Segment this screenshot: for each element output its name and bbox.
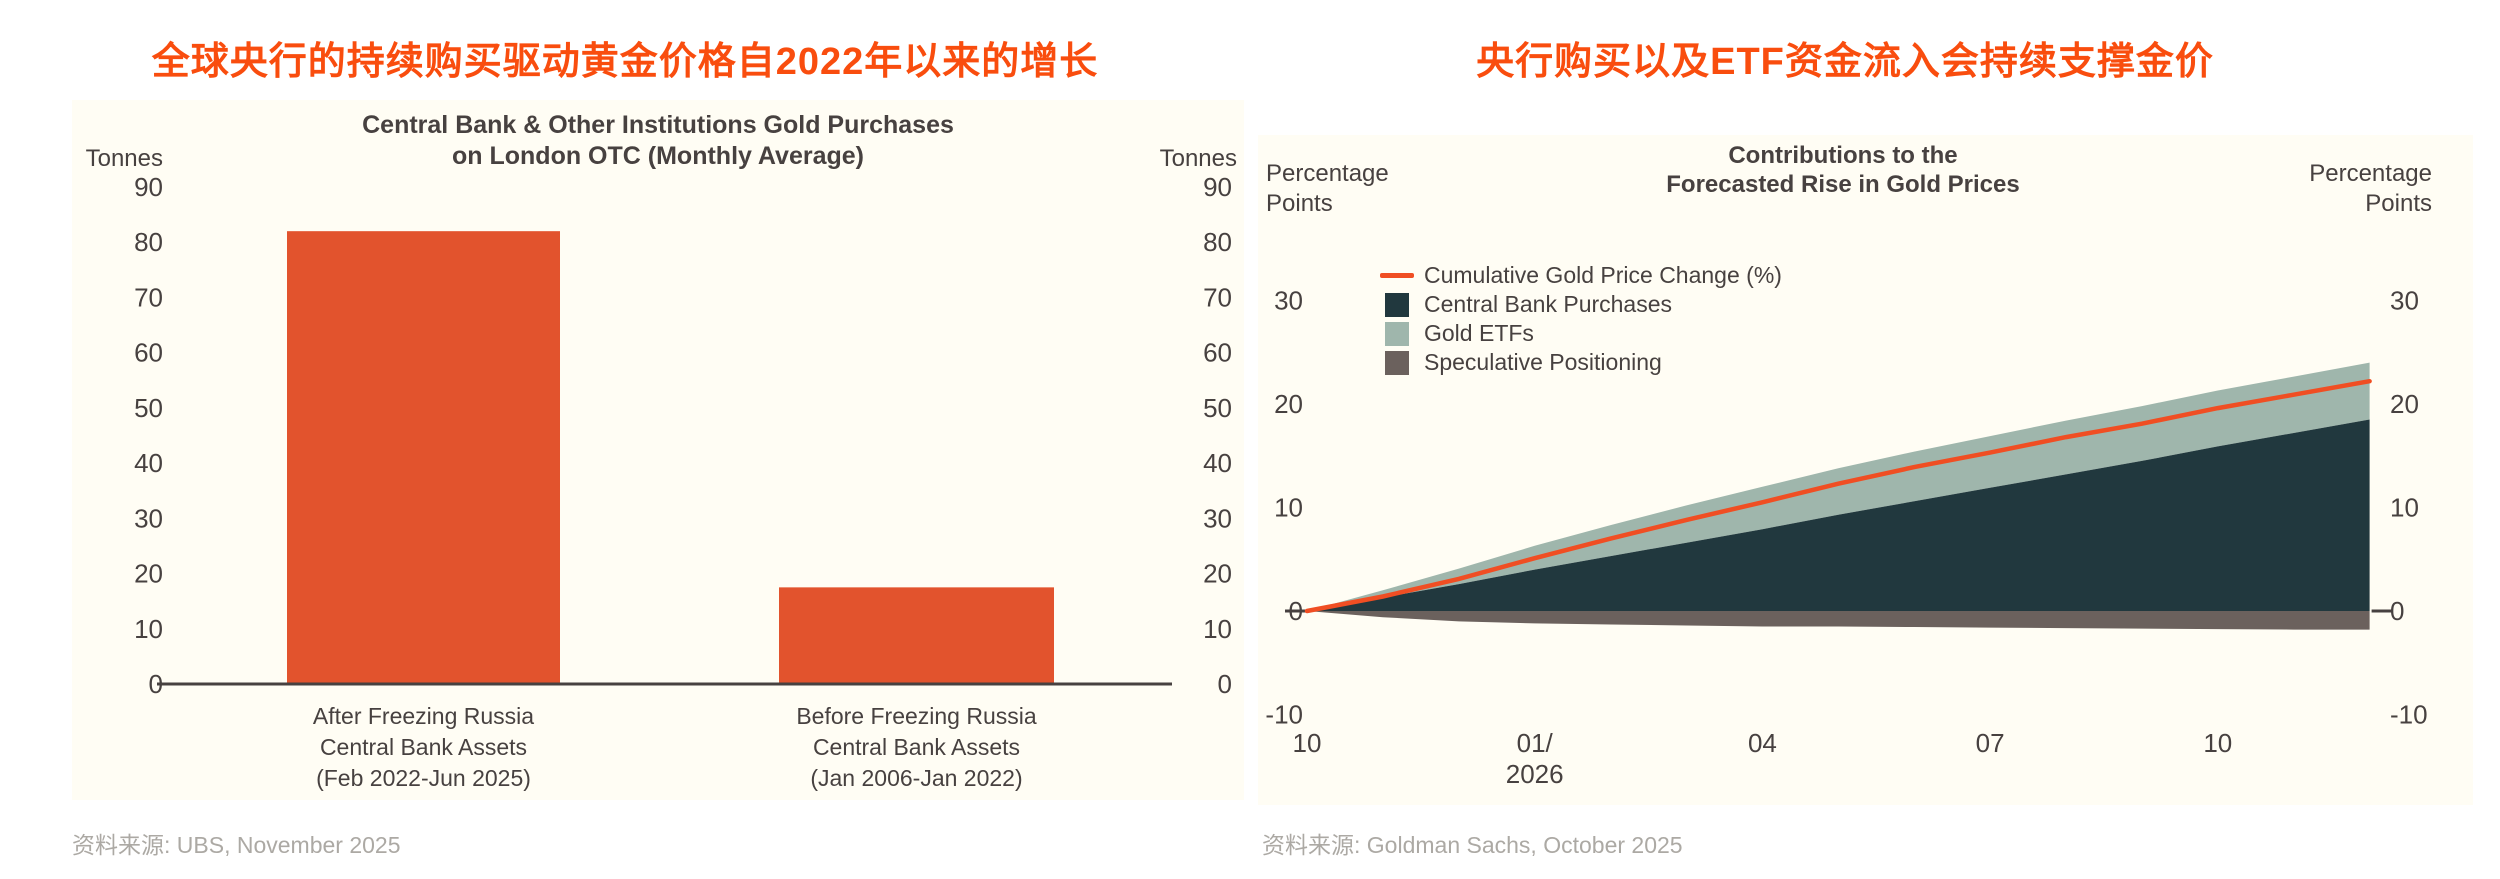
area-chart-panel: 30 30 20 20 10 10 0 0 -10 -10 10 01/2026 04 07 10 Cont…	[1258, 135, 2473, 805]
y-tick-label-right: 70	[1203, 282, 1232, 312]
y-tick-label-left: 90	[134, 172, 163, 202]
bar-chart-panel: Central Bank & Other Institutions Gold P…	[72, 100, 1244, 800]
y-axis-unit-left: Tonnes	[86, 145, 163, 172]
y-tick-label-right: 10	[2390, 493, 2419, 523]
y-tick-label-right: 80	[1203, 227, 1232, 257]
y-axis-unit-right: Tonnes	[1160, 145, 1237, 172]
y-tick-label-right: 20	[2390, 389, 2419, 419]
y-tick-label-left: 20	[134, 559, 163, 589]
y-tick-label-left: 80	[134, 227, 163, 257]
x-tick-label: 01/	[1517, 728, 1554, 758]
central-bank-swatch-icon	[1385, 292, 1409, 317]
area-central-bank-purchases	[1307, 419, 2370, 611]
y-tick-label-right: 30	[1203, 503, 1232, 533]
y-tick-label-right: 0	[2390, 596, 2404, 626]
y-tick-label-left: 60	[134, 338, 163, 368]
area-chart-title: Contributions to the Forecasted Rise in …	[1548, 141, 2138, 199]
legend-item-gold-etfs: Gold ETFs	[1385, 319, 1782, 348]
y-tick-label-left: 30	[1274, 286, 1303, 316]
bar-category-label: Central Bank Assets	[320, 734, 527, 760]
y-tick-label-right: 40	[1203, 448, 1232, 478]
bar-1	[779, 587, 1054, 683]
y-tick-label-left: 10	[134, 614, 163, 644]
x-tick-label: 10	[1293, 728, 1322, 758]
legend-item-cumulative-line: Cumulative Gold Price Change (%)	[1380, 261, 1782, 290]
right-chinese-headline: 央行购买以及ETF资金流入会持续支撑金价	[1476, 41, 2214, 83]
y-tick-label-left: 50	[134, 393, 163, 423]
y-tick-label-right: 50	[1203, 393, 1232, 423]
y-tick-label-left: 20	[1274, 389, 1303, 419]
y-tick-label-right: 30	[2390, 286, 2419, 316]
bar-0	[287, 231, 560, 683]
y-tick-label-left: -10	[1265, 700, 1303, 730]
y-tick-label-left: 70	[134, 282, 163, 312]
x-tick-label: 2026	[1506, 759, 1564, 789]
bar-category-label: After Freezing Russia	[313, 703, 534, 729]
gold-etfs-swatch-icon	[1385, 321, 1409, 346]
left-axis-unit-label: Percentage Points	[1266, 160, 1389, 217]
y-tick-label-right: 20	[1203, 559, 1232, 589]
area-chart-title-line2: Forecasted Rise in Gold Prices	[1666, 171, 2020, 198]
area-speculative-positioning	[1307, 611, 2370, 630]
area-chart-title-line1: Contributions to the	[1728, 142, 1958, 169]
legend-item-speculative: Speculative Positioning	[1385, 348, 1782, 377]
x-tick-label: 07	[1976, 728, 2005, 758]
cumulative-gold-price-line	[1304, 378, 2372, 614]
y-tick-label-right: 90	[1203, 172, 1232, 202]
y-tick-label-left: 40	[134, 448, 163, 478]
bar-chart-title-line1: Central Bank & Other Institutions Gold P…	[362, 111, 954, 139]
speculative-swatch-icon	[1385, 350, 1409, 375]
bar-category-label: (Jan 2006-Jan 2022)	[810, 765, 1022, 791]
bar-category-label: Central Bank Assets	[813, 734, 1020, 760]
left-chinese-headline: 全球央行的持续购买驱动黄金价格自2022年以来的增长	[151, 41, 1099, 83]
bar-category-label: Before Freezing Russia	[796, 703, 1037, 729]
left-source-note: 资料来源: UBS, November 2025	[72, 832, 401, 858]
y-tick-label-right: 60	[1203, 338, 1232, 368]
x-tick-label: 04	[1748, 728, 1777, 758]
y-tick-label-left: 30	[134, 503, 163, 533]
right-source-note: 资料来源: Goldman Sachs, October 2025	[1262, 832, 1683, 858]
line-swatch-icon	[1380, 273, 1414, 278]
right-axis-unit-label: Percentage Points	[2309, 160, 2432, 217]
y-tick-label-left: 10	[1274, 493, 1303, 523]
y-tick-label-right: 10	[1203, 614, 1232, 644]
bar-chart-title: Central Bank & Other Institutions Gold P…	[72, 110, 1244, 172]
x-tick-label: 10	[2203, 728, 2232, 758]
y-tick-label-right: 0	[1218, 669, 1232, 699]
bar-category-label: (Feb 2022-Jun 2025)	[316, 765, 531, 791]
y-tick-label-left: 0	[149, 669, 163, 699]
legend-item-central-bank: Central Bank Purchases	[1385, 290, 1782, 319]
bar-chart-title-line2: on London OTC (Monthly Average)	[452, 142, 864, 170]
legend: Cumulative Gold Price Change (%) Central…	[1380, 261, 1782, 377]
y-tick-label-right: -10	[2390, 700, 2428, 730]
